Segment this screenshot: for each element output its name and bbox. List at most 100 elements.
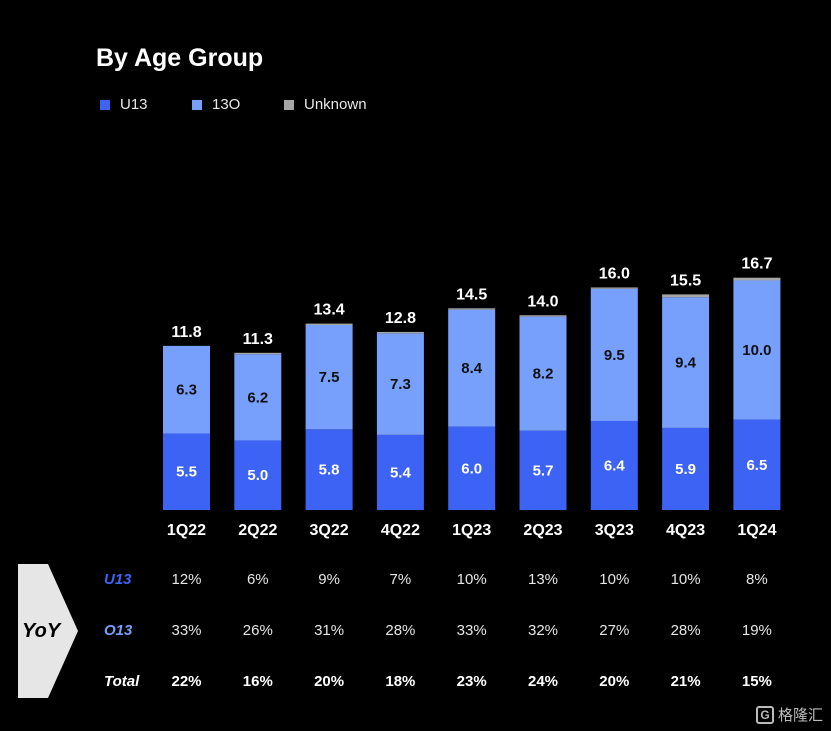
bar-segment-u13-1q24 — [733, 419, 781, 510]
data-label-13o-1q22: 6.3 — [176, 382, 197, 399]
yoy-cell-total-3q23: 20% — [599, 673, 630, 690]
total-label-4q22: 12.8 — [385, 310, 416, 327]
yoy-row-label-u13: U13 — [104, 571, 132, 588]
watermark: G 格隆汇 — [755, 704, 823, 725]
bar-segment-13o-4q23 — [662, 297, 710, 428]
bar-segment-unknown-4q22 — [376, 331, 424, 334]
bar-segment-unknown-3q22 — [305, 323, 353, 325]
data-label-u13-3q23: 6.4 — [604, 457, 626, 474]
yoy-cell-total-2q23: 24% — [527, 673, 559, 690]
legend-label-unknown: Unknown — [304, 96, 367, 113]
yoy-cell-o13-3q22: 31% — [314, 622, 345, 639]
total-label-4q23: 15.5 — [670, 272, 701, 289]
yoy-cell-o13-1q24: 19% — [741, 622, 772, 639]
bar-segment-13o-4q22 — [376, 333, 424, 435]
data-label-u13-1q24: 6.5 — [746, 457, 767, 474]
data-label-u13-3q22: 5.8 — [319, 462, 340, 479]
data-label-13o-2q22: 6.2 — [247, 389, 268, 406]
stacked-bar-chart: 5.5 6.3 11.8 1Q22 5.0 6.2 11.3 2Q22 5.8 7.5 13.4 3Q… — [163, 256, 781, 539]
yoy-cell-total-2q22: 16% — [242, 673, 273, 690]
legend-item-13o: 13O — [192, 96, 240, 113]
x-tick-label-1q24: 1Q24 — [737, 522, 776, 539]
yoy-cell-o13-4q23: 28% — [670, 622, 701, 639]
bar-segment-unknown-2q22 — [234, 352, 282, 355]
data-label-13o-3q22: 7.5 — [319, 369, 340, 386]
yoy-cell-u13-2q22: 6% — [246, 571, 269, 588]
bar-segment-unknown-1q23 — [448, 308, 496, 310]
yoy-cell-total-1q23: 23% — [456, 673, 487, 690]
total-label-3q23: 16.0 — [599, 265, 630, 282]
bar-segment-13o-3q23 — [590, 288, 638, 421]
legend-swatch-unknown — [284, 99, 294, 110]
legend-item-unknown: Unknown — [284, 96, 367, 113]
x-tick-label-3q22: 3Q22 — [310, 522, 349, 539]
bar-segment-unknown-3q23 — [590, 287, 638, 289]
yoy-cell-u13-1q24: 8% — [746, 571, 768, 588]
yoy-cell-o13-1q23: 33% — [456, 622, 487, 639]
yoy-cell-o13-2q23: 32% — [527, 622, 559, 639]
x-tick-label-1q23: 1Q23 — [452, 522, 491, 539]
watermark-logo-icon: G — [755, 705, 774, 724]
data-label-13o-4q22: 7.3 — [390, 376, 411, 393]
bar-segment-u13-1q22 — [163, 433, 210, 510]
x-tick-label-4q22: 4Q22 — [381, 522, 420, 539]
bar-segment-13o-1q22 — [163, 345, 210, 434]
x-tick-label-4q23: 4Q23 — [666, 522, 705, 539]
yoy-cell-o13-4q22: 28% — [385, 622, 416, 639]
bar-segment-13o-3q22 — [305, 324, 353, 430]
legend-item-u13: U13 — [100, 96, 148, 113]
yoy-cell-o13-3q23: 27% — [599, 622, 630, 639]
data-label-u13-2q22: 5.0 — [247, 467, 268, 484]
data-label-13o-4q23: 9.4 — [675, 355, 697, 372]
yoy-cell-u13-1q23: 10% — [456, 571, 487, 588]
yoy-cell-total-4q22: 18% — [385, 673, 416, 690]
bar-segment-unknown-4q23 — [662, 294, 710, 298]
bar-segment-u13-3q22 — [305, 429, 353, 510]
legend-label-u13: U13 — [120, 96, 148, 113]
bar-segment-u13-4q23 — [662, 427, 710, 510]
x-tick-label-2q22: 2Q22 — [238, 522, 277, 539]
data-label-u13-2q23: 5.7 — [533, 462, 554, 479]
total-label-3q22: 13.4 — [314, 302, 345, 319]
bar-segment-13o-2q23 — [519, 316, 567, 431]
bar-segment-unknown-1q24 — [733, 277, 781, 281]
yoy-cell-total-1q22: 22% — [171, 673, 202, 690]
legend-swatch-u13 — [100, 99, 110, 110]
yoy-cell-u13-1q22: 12% — [171, 571, 202, 588]
yoy-row-label-o13: O13 — [104, 622, 133, 639]
legend-swatch-13o — [192, 99, 202, 110]
bar-segment-13o-1q24 — [733, 280, 781, 420]
total-label-1q22: 11.8 — [171, 324, 201, 341]
bar-segment-u13-4q22 — [376, 434, 424, 510]
yoy-cell-o13-2q22: 26% — [242, 622, 273, 639]
yoy-label: YoY — [22, 620, 61, 642]
yoy-cell-u13-2q23: 13% — [527, 571, 559, 588]
data-label-u13-1q22: 5.5 — [176, 464, 197, 481]
legend-label-13o: 13O — [212, 96, 241, 113]
bar-segment-u13-1q23 — [448, 426, 496, 510]
yoy-cell-u13-4q23: 10% — [670, 571, 701, 588]
yoy-row-label-total: Total — [104, 673, 140, 690]
yoy-cell-total-4q23: 21% — [670, 673, 701, 690]
x-tick-label-3q23: 3Q23 — [595, 522, 634, 539]
watermark-text: 格隆汇 — [777, 707, 823, 724]
total-label-1q23: 14.5 — [456, 286, 487, 303]
yoy-cell-u13-3q22: 9% — [318, 571, 340, 588]
yoy-cell-u13-3q23: 10% — [599, 571, 630, 588]
data-label-13o-3q23: 9.5 — [604, 347, 625, 364]
data-label-13o-1q24: 10.0 — [742, 342, 771, 359]
bar-segment-13o-2q22 — [234, 354, 282, 441]
yoy-cell-total-3q22: 20% — [314, 673, 345, 690]
total-label-2q23: 14.0 — [527, 293, 558, 310]
data-label-13o-2q23: 8.2 — [533, 366, 554, 383]
bar-segment-u13-2q23 — [519, 430, 567, 510]
data-label-13o-1q23: 8.4 — [461, 360, 483, 377]
data-label-u13-4q22: 5.4 — [390, 464, 412, 481]
chart-title: By Age Group — [96, 44, 264, 72]
yoy-cell-u13-4q22: 7% — [389, 571, 412, 588]
yoy-arrow-shape — [18, 564, 78, 698]
total-label-2q22: 11.3 — [243, 331, 273, 348]
total-label-1q24: 16.7 — [741, 256, 772, 273]
data-label-u13-4q23: 5.9 — [675, 461, 696, 478]
bar-segment-13o-1q23 — [448, 309, 496, 427]
